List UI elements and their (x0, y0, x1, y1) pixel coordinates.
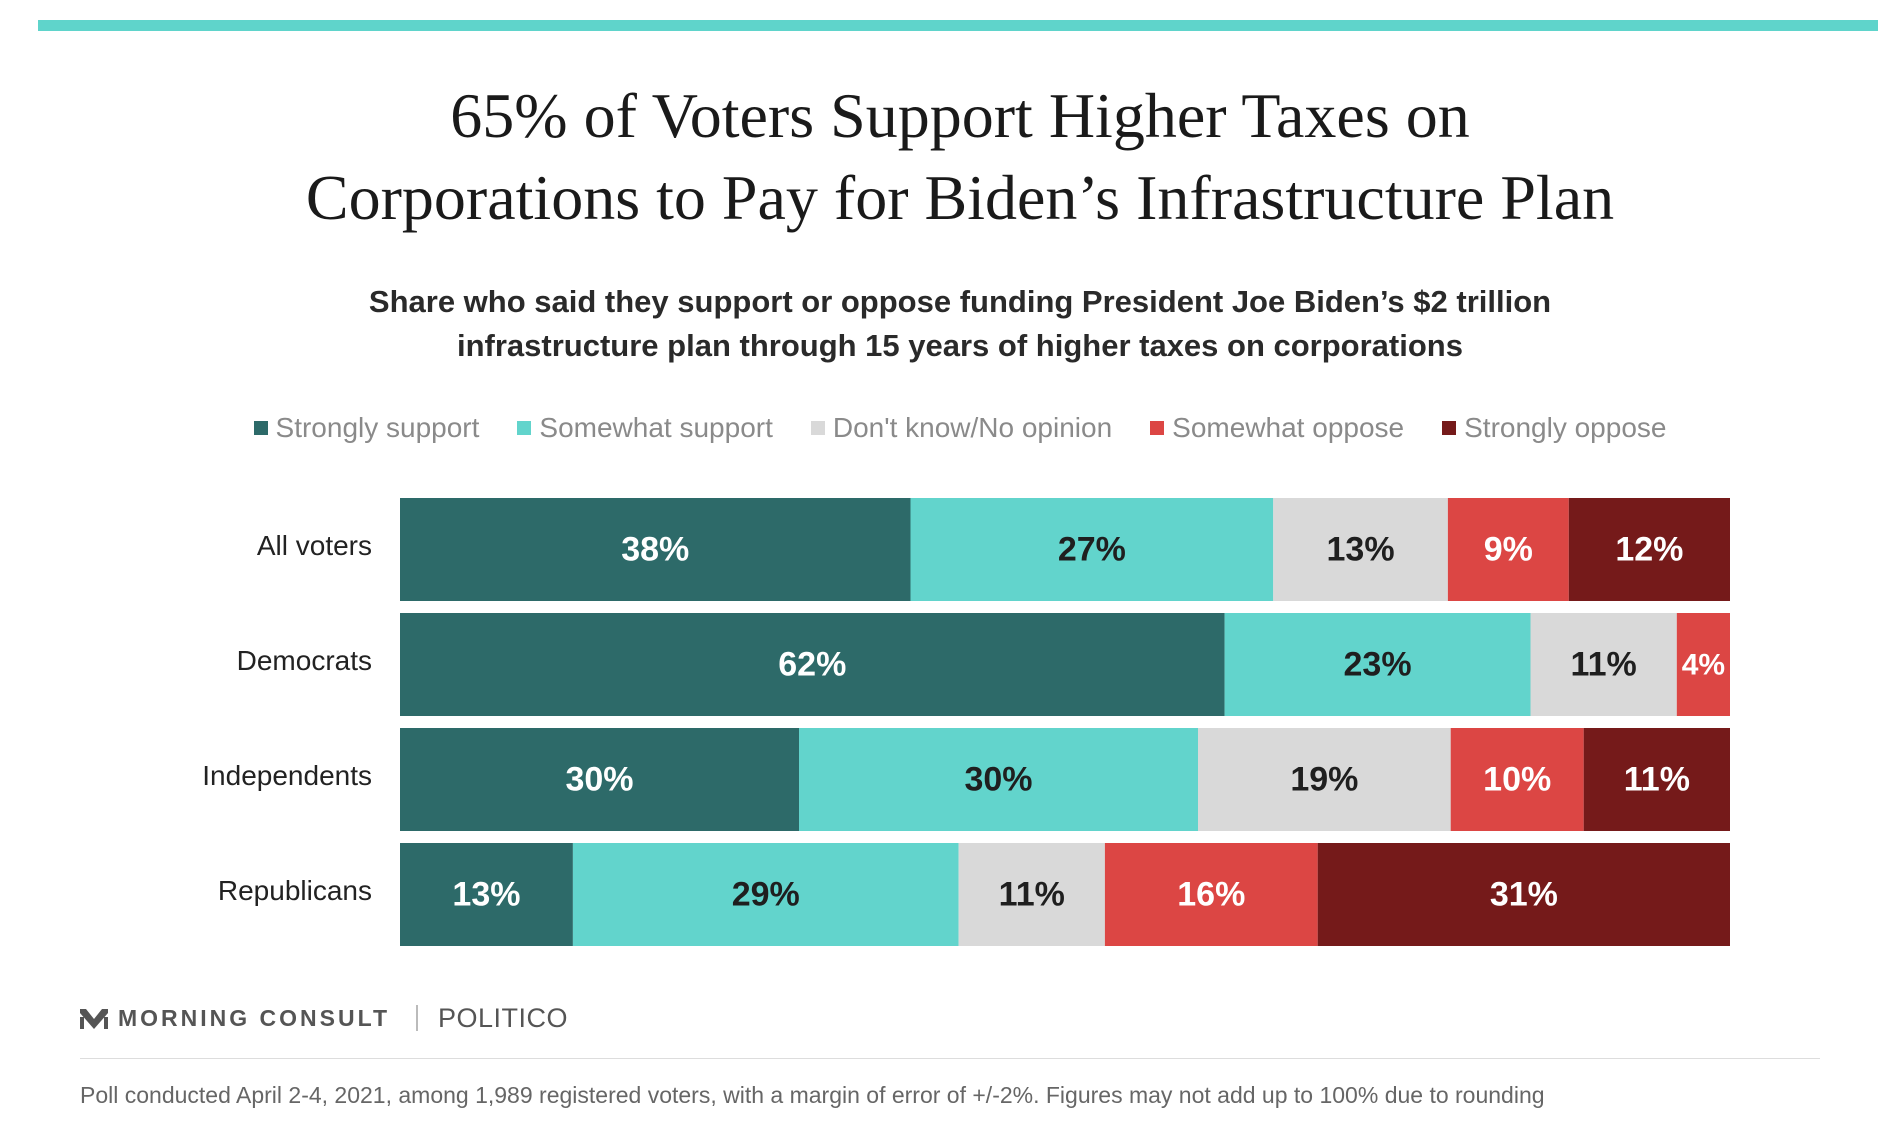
data-label: 27% (1058, 530, 1126, 568)
bar-row-republicans: Republicans 13% 29% 11% 16% 31% (218, 843, 1730, 946)
footnote: Poll conducted April 2-4, 2021, among 1,… (80, 1082, 1545, 1108)
data-label: 9% (1484, 530, 1533, 568)
legend-label: Somewhat oppose (1172, 412, 1405, 443)
bar-segment-don-t-know-no-opinion (958, 843, 1105, 946)
data-label: 12% (1615, 530, 1683, 568)
data-label: 10% (1483, 760, 1551, 798)
legend-label: Strongly oppose (1464, 412, 1667, 443)
data-label: 19% (1290, 760, 1358, 798)
data-label: 11% (1624, 760, 1690, 798)
legend-label: Don't know/No opinion (832, 412, 1113, 443)
chart-title: 65% of Voters Support Higher Taxes on Co… (0, 75, 1900, 239)
category-label: Independents (202, 760, 372, 791)
bar-segment-strongly-support (400, 843, 573, 946)
category-label: Democrats (237, 645, 372, 676)
bar-row-all-voters: All voters 38% 27% 13% 9% 12% (257, 498, 1730, 601)
bar-segment-don-t-know-no-opinion (1198, 728, 1451, 831)
bar-segment-somewhat-support (799, 728, 1198, 831)
data-label: 30% (964, 760, 1032, 798)
chart-title-line-1: 65% of Voters Support Higher Taxes on (450, 80, 1470, 151)
data-label: 23% (1344, 645, 1412, 683)
data-label: 13% (452, 875, 520, 913)
legend-swatch (253, 421, 268, 435)
bar-segment-strongly-oppose (1583, 728, 1730, 831)
stacked-bar-chart: All voters 38% 27% 13% 9% 12% Democrats 62% 23% 1… (202, 498, 1730, 946)
bar-row-independents: Independents 30% 30% 19% 10% 11% (202, 728, 1730, 831)
data-label: 11% (1571, 645, 1637, 683)
morning-consult-wordmark: MORNING CONSULT (118, 1004, 391, 1031)
data-label: 38% (621, 530, 689, 568)
top-accent-rule (38, 20, 1878, 31)
legend-swatch (810, 421, 825, 435)
legend-swatch (1150, 421, 1165, 435)
bar-segment-somewhat-support (1224, 613, 1531, 716)
legend-label: Somewhat support (539, 412, 773, 443)
bar-segment-strongly-support (400, 728, 799, 831)
chart-subtitle-line-1: Share who said they support or oppose fu… (368, 284, 1552, 319)
data-label: 11% (999, 875, 1065, 913)
bar-segment-strongly-oppose (1568, 498, 1730, 601)
bar-segment-don-t-know-no-opinion (1273, 498, 1448, 601)
chart-title-line-2: Corporations to Pay for Biden’s Infrastr… (305, 162, 1615, 233)
morning-consult-logo-icon (80, 1009, 108, 1029)
bar-segment-somewhat-support (910, 498, 1274, 601)
data-label: 62% (778, 645, 846, 683)
data-label: 29% (732, 875, 800, 913)
bar-row-democrats: Democrats 62% 23% 11% 4% (237, 613, 1730, 716)
brand-footer: MORNING CONSULT POLITICO (80, 998, 568, 1038)
data-label: 31% (1490, 875, 1558, 913)
category-label: Republicans (218, 875, 372, 906)
chart-subtitle: Share who said they support or oppose fu… (250, 280, 1670, 368)
data-label: 4% (1682, 648, 1725, 681)
legend-label: Strongly support (275, 412, 480, 443)
chart-subtitle-line-2: infrastructure plan through 15 years of … (457, 328, 1463, 363)
data-label: 30% (565, 760, 633, 798)
legend-item-strongly-oppose: Strongly oppose (1442, 412, 1666, 444)
bar-segment-somewhat-oppose (1676, 613, 1730, 716)
bar-segment-strongly-oppose (1317, 843, 1730, 946)
legend-item-somewhat-support: Somewhat support (517, 412, 773, 444)
bar-segment-somewhat-oppose (1450, 728, 1584, 831)
bar-segment-don-t-know-no-opinion (1530, 613, 1677, 716)
chart-legend: Strongly support Somewhat support Don't kn… (0, 412, 1900, 444)
bar-segment-somewhat-support (572, 843, 959, 946)
bar-segment-somewhat-oppose (1447, 498, 1569, 601)
bar-segment-strongly-support (400, 498, 911, 601)
category-label: All voters (257, 530, 372, 561)
brand-separator (416, 1005, 419, 1031)
legend-swatch (517, 421, 532, 435)
legend-item-strongly-support: Strongly support (253, 412, 480, 444)
legend-item-somewhat-oppose: Somewhat oppose (1150, 412, 1404, 444)
data-label: 13% (1327, 530, 1395, 568)
bar-segment-somewhat-oppose (1104, 843, 1318, 946)
bar-segment-strongly-support (400, 613, 1225, 716)
data-label: 16% (1177, 875, 1245, 913)
legend-swatch (1442, 421, 1457, 435)
politico-wordmark: POLITICO (438, 1002, 569, 1033)
legend-item-don-t-know-no-opinion: Don't know/No opinion (810, 412, 1113, 444)
footer-divider (80, 1058, 1820, 1059)
